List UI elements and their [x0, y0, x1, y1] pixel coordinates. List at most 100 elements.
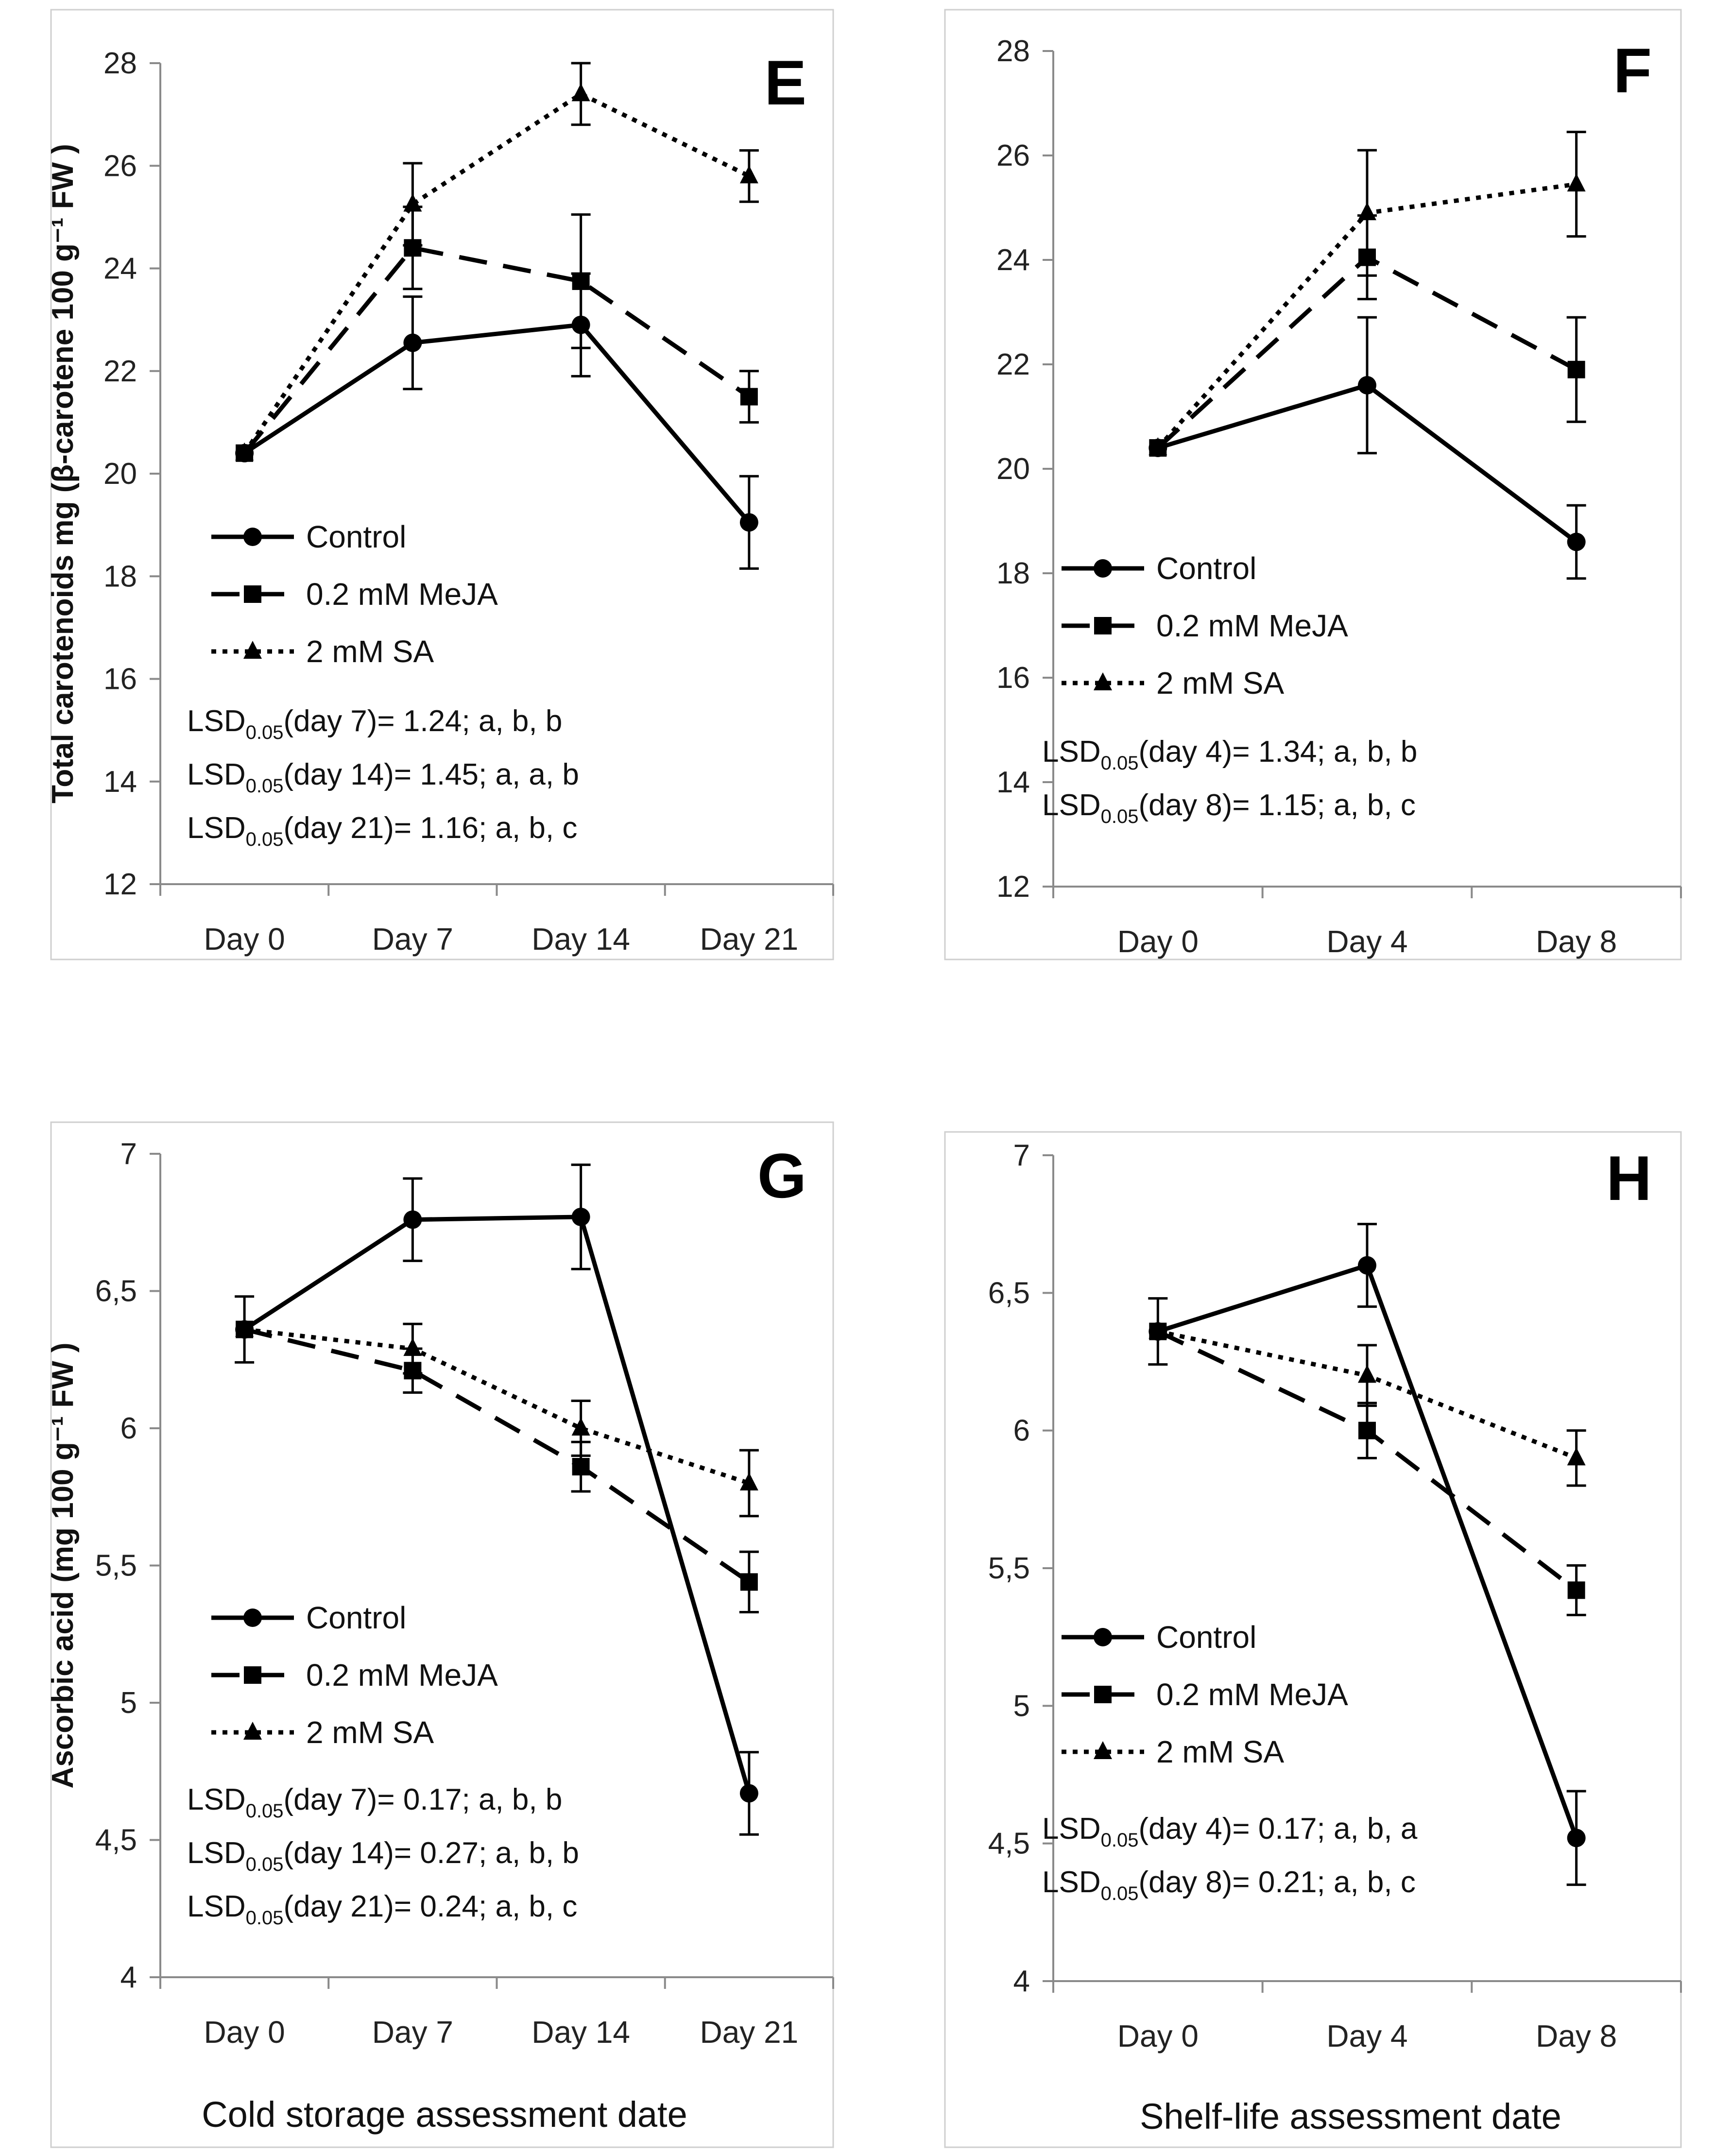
y-tick-label: 4,5 — [988, 1827, 1030, 1861]
data-point-2-mm-sa — [403, 193, 422, 212]
panel-frame — [944, 9, 1682, 960]
legend-label: Control — [306, 519, 406, 554]
data-point-2-mm-sa — [1148, 437, 1167, 455]
x-tick-label: Day 8 — [1536, 924, 1617, 959]
panel-label: H — [1606, 1143, 1652, 1214]
legend-marker — [1094, 672, 1112, 690]
data-point-control — [739, 1784, 758, 1803]
legend-marker — [243, 528, 262, 546]
x-tick-label: Day 0 — [1117, 924, 1199, 959]
legend-marker — [1094, 559, 1112, 578]
data-point-2-mm-sa — [403, 1338, 422, 1356]
y-tick-label: 5 — [120, 1686, 137, 1720]
y-tick-label: 12 — [103, 868, 137, 901]
legend: Control 0.2 mM MeJA 2 mM SA — [1062, 1620, 1348, 1769]
series-line-2-mm-sa — [244, 1327, 750, 1486]
data-point-control — [571, 1207, 590, 1226]
data-point-control — [1567, 532, 1586, 551]
data-point-0-2-mm-meja — [572, 272, 590, 290]
y-tick-label: 26 — [103, 149, 137, 183]
y-tick-label: 24 — [103, 252, 137, 286]
lsd-annotation: LSD0.05(day 14)= 1.45; a, a, b — [187, 758, 579, 797]
y-tick-label: 12 — [996, 870, 1030, 904]
y-tick-label: 26 — [996, 139, 1030, 172]
legend-label: 2 mM SA — [306, 634, 434, 669]
y-tick-label: 24 — [996, 243, 1030, 277]
data-point-2-mm-sa — [571, 83, 590, 102]
y-tick-label: 6 — [120, 1412, 137, 1445]
legend-marker — [1094, 1741, 1112, 1759]
lsd-annotation: LSD0.05(day 21)= 0.24; a, b, c — [187, 1890, 577, 1929]
legend-label: 0.2 mM MeJA — [306, 1658, 498, 1693]
lsd-annotation: LSD0.05(day 8)= 1.15; a, b, c — [1042, 788, 1416, 827]
lsd-annotation: LSD0.05(day 4)= 1.34; a, b, b — [1042, 735, 1417, 774]
y-axis-title: Ascorbic acid (mg 100 g⁻¹ FW ) — [46, 1342, 80, 1788]
series-line-0-2-mm-meja — [244, 1327, 751, 1584]
data-point-2-mm-sa — [739, 165, 758, 184]
legend-label: 2 mM SA — [1156, 666, 1284, 701]
y-tick-label: 5 — [1013, 1689, 1030, 1723]
series-line-control — [243, 323, 751, 524]
panel-g: 4 4,5 5 5,5 6 6,5 7 Day 0 Day 7 Day 14 Day 21 G Asco… — [46, 1121, 834, 2148]
legend-label: 0.2 mM MeJA — [1156, 608, 1348, 643]
y-axis-title: Total carotenoids mg (β-carotene 100 g⁻¹… — [46, 144, 80, 804]
data-point-2-mm-sa — [571, 1418, 590, 1436]
series-line-0-2-mm-meja — [242, 245, 751, 455]
legend: Control 0.2 mM MeJA 2 mM SA — [211, 519, 498, 669]
x-tick-label: Day 0 — [1117, 2019, 1199, 2053]
x-tick-label: Day 4 — [1326, 2019, 1407, 2053]
y-tick-label: 5,5 — [95, 1549, 137, 1583]
panel-label: F — [1613, 35, 1652, 106]
lsd-annotation: LSD0.05(day 8)= 0.21; a, b, c — [1042, 1865, 1416, 1904]
panel-e: 12 14 16 18 20 22 24 26 28 Day 0 Day 7 Day 14 Day 21… — [46, 9, 834, 960]
data-point-0-2-mm-meja — [1567, 360, 1585, 378]
data-point-0-2-mm-meja — [1358, 1421, 1376, 1439]
data-point-2-mm-sa — [739, 1472, 758, 1490]
x-tick-label: Day 4 — [1326, 924, 1407, 959]
x-tick-label: Day 8 — [1536, 2019, 1617, 2053]
y-tick-label: 6,5 — [95, 1275, 137, 1308]
y-tick-label: 5,5 — [988, 1552, 1030, 1585]
data-point-0-2-mm-meja — [740, 388, 758, 406]
data-point-control — [403, 333, 422, 352]
x-axis-title-cold: Cold storage assessment date — [202, 2094, 687, 2135]
panel-frame — [50, 1121, 834, 2148]
data-point-0-2-mm-meja — [1567, 1581, 1585, 1599]
y-tick-label: 4 — [120, 1961, 137, 1994]
legend-marker — [1094, 1686, 1112, 1703]
panel-label: E — [764, 47, 806, 118]
y-tick-label: 7 — [1013, 1139, 1030, 1172]
legend-label: 0.2 mM MeJA — [306, 577, 498, 612]
legend-label: 0.2 mM MeJA — [1156, 1677, 1348, 1712]
y-tick-label: 28 — [103, 47, 137, 80]
data-point-0-2-mm-meja — [740, 1573, 758, 1591]
data-point-2-mm-sa — [1358, 202, 1376, 221]
data-point-2-mm-sa — [1567, 173, 1586, 192]
y-tick-label: 14 — [103, 765, 137, 799]
y-tick-label: 20 — [103, 457, 137, 491]
legend-marker — [1094, 1628, 1112, 1646]
legend-label: 2 mM SA — [306, 1715, 434, 1750]
legend-marker — [1094, 617, 1112, 634]
y-tick-label: 22 — [103, 355, 137, 388]
lsd-annotation: LSD0.05(day 4)= 0.17; a, b, a — [1042, 1812, 1418, 1851]
legend-marker — [244, 585, 261, 603]
x-tick-label: Day 21 — [700, 2015, 798, 2050]
y-tick-label: 28 — [996, 34, 1030, 68]
legend-marker — [243, 1608, 262, 1627]
legend: Control 0.2 mM MeJA 2 mM SA — [211, 1600, 498, 1750]
data-point-2-mm-sa — [1148, 1320, 1167, 1339]
y-tick-label: 16 — [996, 661, 1030, 695]
y-tick-label: 4 — [1013, 1965, 1030, 1998]
x-tick-label: Day 7 — [372, 922, 453, 957]
lsd-annotation: LSD0.05(day 14)= 0.27; a, b, b — [187, 1836, 579, 1875]
x-axis-title-shelf: Shelf-life assessment date — [1140, 2096, 1561, 2137]
x-tick-label: Day 21 — [700, 922, 798, 957]
data-point-2-mm-sa — [1567, 1447, 1586, 1466]
legend-label: Control — [1156, 1620, 1256, 1655]
data-point-2-mm-sa — [1358, 1365, 1376, 1383]
y-tick-label: 22 — [996, 348, 1030, 381]
y-tick-label: 7 — [120, 1137, 137, 1171]
x-tick-label: Day 0 — [204, 922, 285, 957]
x-tick-label: Day 14 — [531, 922, 630, 957]
